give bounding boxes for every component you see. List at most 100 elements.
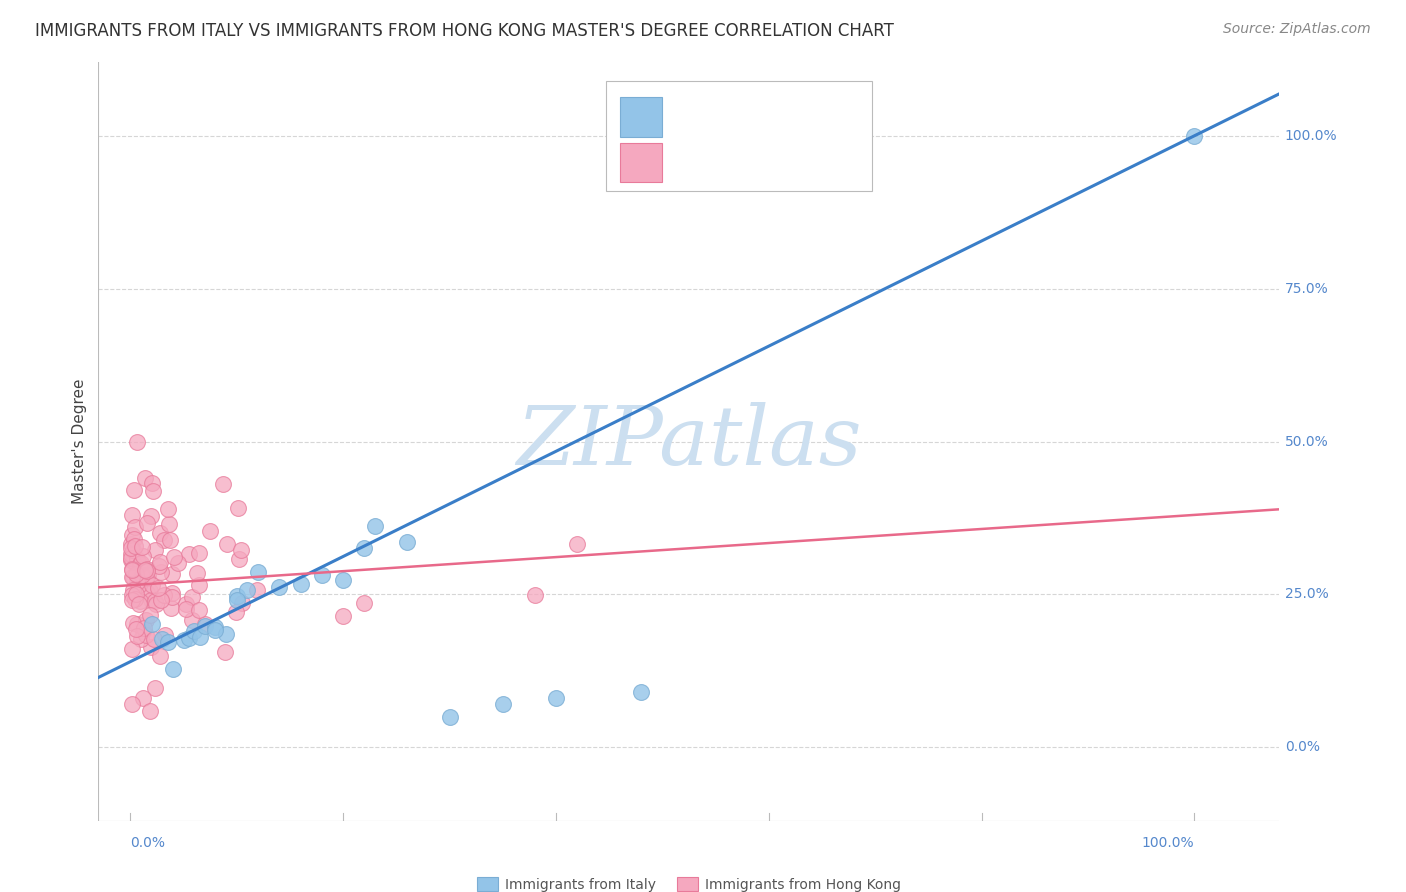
Point [129, 594, 152, 608]
Point [120, 541, 142, 556]
Point [187, 578, 209, 592]
Point [630, 685, 652, 699]
Point [225, 592, 247, 607]
Point [194, 616, 217, 631]
Point [125, 434, 148, 449]
Point [187, 603, 209, 617]
Point [122, 582, 145, 597]
Point [149, 592, 172, 607]
Point [153, 533, 176, 547]
Point [125, 552, 148, 566]
Point [149, 566, 172, 580]
FancyBboxPatch shape [606, 81, 872, 191]
Point [143, 681, 166, 696]
Point [353, 541, 375, 556]
Point [125, 622, 148, 636]
Point [364, 518, 387, 533]
Point [134, 563, 156, 577]
Point [229, 543, 252, 558]
Text: Source: ZipAtlas.com: Source: ZipAtlas.com [1223, 22, 1371, 37]
Point [120, 553, 142, 567]
Point [204, 620, 226, 634]
Point [121, 588, 143, 602]
Point [120, 550, 142, 565]
Point [121, 508, 143, 522]
Point [135, 586, 157, 600]
Point [1182, 128, 1205, 143]
Point [124, 483, 146, 498]
Point [231, 596, 253, 610]
Point [162, 662, 184, 676]
Point [228, 552, 250, 566]
Point [177, 631, 200, 645]
Point [523, 588, 546, 602]
Text: IMMIGRANTS FROM ITALY VS IMMIGRANTS FROM HONG KONG MASTER'S DEGREE CORRELATION C: IMMIGRANTS FROM ITALY VS IMMIGRANTS FROM… [35, 22, 894, 40]
Point [332, 573, 354, 587]
Point [122, 554, 145, 568]
Point [136, 567, 159, 582]
Point [143, 542, 166, 557]
Point [173, 632, 195, 647]
Point [127, 629, 149, 643]
Point [134, 471, 156, 485]
Point [188, 630, 211, 644]
Point [135, 516, 157, 530]
Point [121, 543, 143, 558]
Point [311, 568, 333, 582]
Point [120, 547, 142, 561]
Point [225, 589, 247, 603]
Point [181, 613, 204, 627]
Text: 0.0%: 0.0% [131, 836, 166, 850]
Point [245, 583, 267, 598]
Point [131, 557, 153, 571]
Point [121, 570, 143, 584]
Point [141, 577, 163, 591]
Point [121, 593, 143, 607]
Text: 50.0%: 50.0% [1285, 434, 1329, 449]
Point [131, 540, 153, 554]
Point [121, 528, 143, 542]
Point [139, 584, 162, 599]
Point [156, 502, 179, 516]
Point [179, 547, 201, 561]
Point [125, 587, 148, 601]
Text: ZIPatlas: ZIPatlas [516, 401, 862, 482]
Point [122, 616, 145, 631]
Point [162, 567, 184, 582]
Point [128, 557, 150, 571]
Point [131, 568, 153, 582]
Point [129, 632, 152, 646]
Point [141, 475, 163, 490]
Point [215, 627, 238, 641]
Point [139, 704, 162, 718]
Point [194, 618, 217, 632]
Text: R = 0.051   N = 112: R = 0.051 N = 112 [675, 154, 872, 172]
Point [215, 537, 238, 551]
Point [332, 608, 354, 623]
Point [212, 476, 235, 491]
FancyBboxPatch shape [620, 143, 662, 182]
Point [159, 600, 181, 615]
Point [124, 520, 146, 534]
Point [139, 608, 162, 623]
Point [174, 602, 197, 616]
Point [134, 562, 156, 576]
Point [132, 549, 155, 564]
Text: 75.0%: 75.0% [1285, 282, 1329, 295]
Point [204, 624, 226, 638]
Point [135, 614, 157, 628]
Point [128, 597, 150, 611]
Point [149, 555, 172, 569]
Point [183, 624, 205, 639]
Point [148, 558, 170, 573]
Point [290, 576, 312, 591]
Point [269, 580, 291, 594]
Point [135, 628, 157, 642]
Point [121, 642, 143, 657]
Point [124, 592, 146, 607]
Point [139, 593, 162, 607]
Point [120, 537, 142, 551]
Point [149, 648, 172, 663]
Point [143, 632, 166, 646]
Text: 100.0%: 100.0% [1285, 128, 1337, 143]
